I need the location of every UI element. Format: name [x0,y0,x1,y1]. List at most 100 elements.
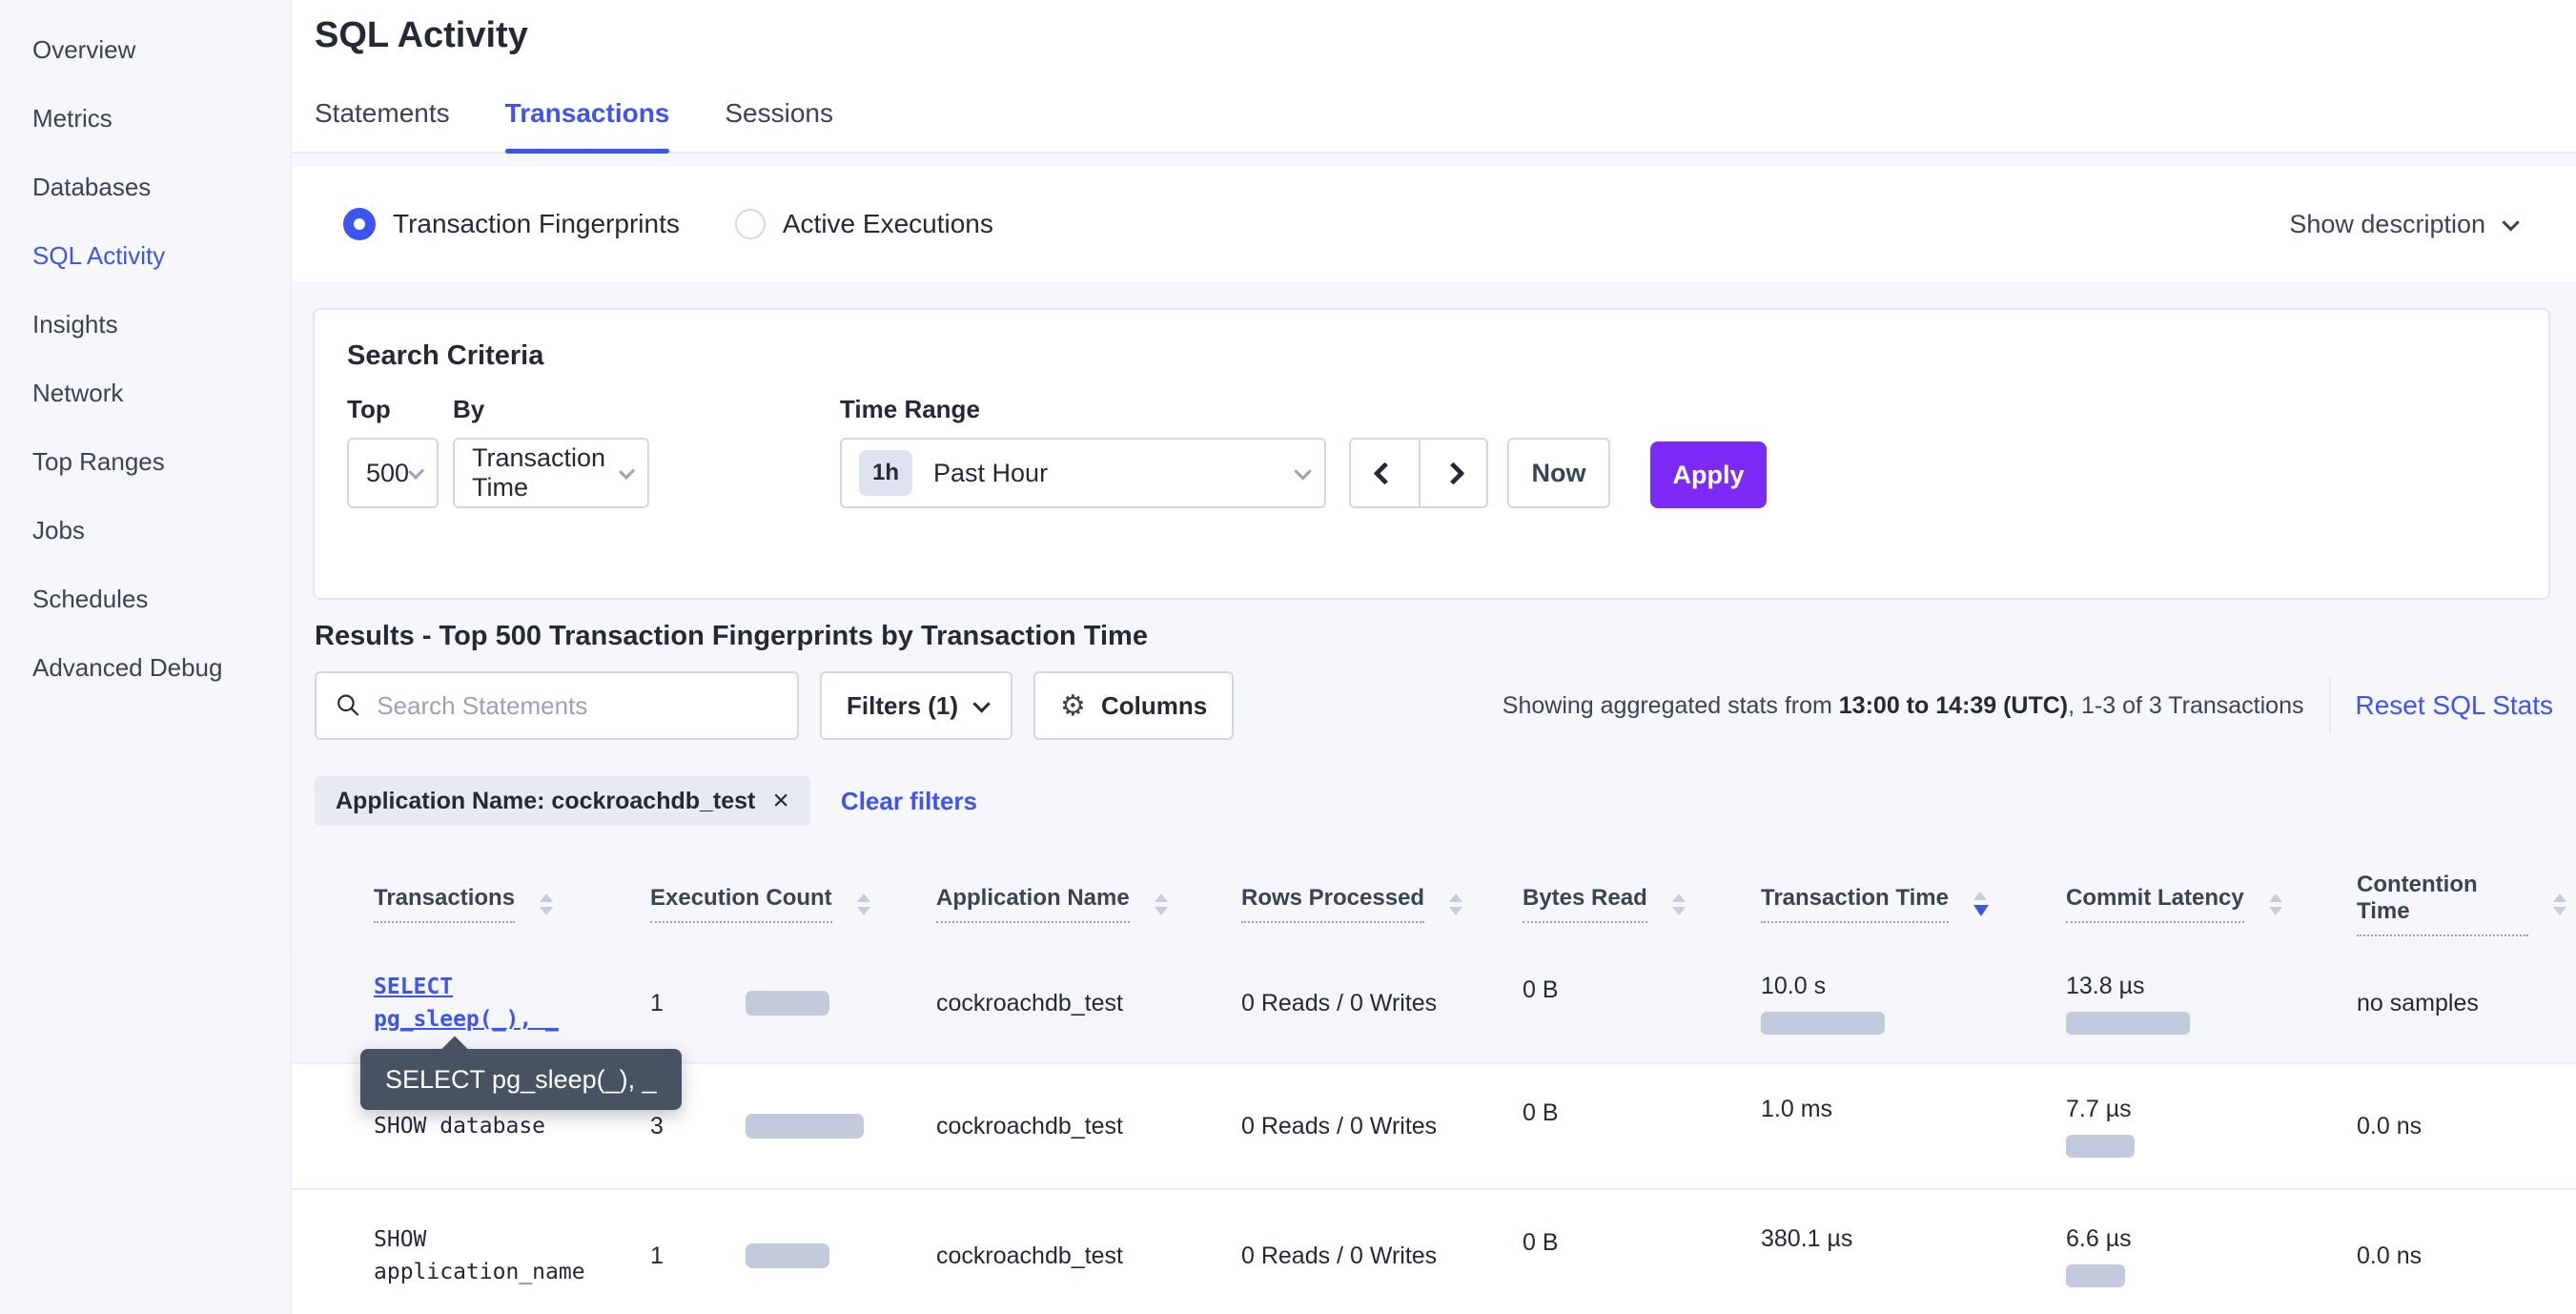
transaction-time-cell: 10.0 s [1761,973,2066,1035]
chevron-down-icon [619,462,636,480]
time-range-field: Time Range 1h Past Hour [840,395,1326,508]
sidebar: Overview Metrics Databases SQL Activity … [0,0,292,1314]
search-criteria-form: Top 500 By Transaction Time Time Range [347,395,2548,508]
now-button[interactable]: Now [1507,438,1610,508]
toolbar-right: Showing aggregated stats from 13:00 to 1… [1503,678,2553,733]
execution-count-value: 1 [650,1242,664,1269]
close-icon[interactable]: × [772,785,789,816]
column-header-contention-time: Contention Time [2357,872,2566,936]
sort-control[interactable] [2268,893,2282,915]
sidebar-item-advanced-debug[interactable]: Advanced Debug [32,653,223,682]
transactions-table: Transactions Execution Count Application… [292,872,2576,1314]
statement-tooltip: SELECT pg_sleep(_), _ [360,1049,682,1110]
tab-transactions[interactable]: Transactions [504,98,669,154]
clear-filters-link[interactable]: Clear filters [840,786,977,815]
sidebar-item-schedules[interactable]: Schedules [32,585,149,613]
apply-button[interactable]: Apply [1650,441,1767,508]
sidebar-item-overview[interactable]: Overview [32,35,136,64]
rows-processed-cell: 0 Reads / 0 Writes [1241,1112,1438,1139]
radio-active-executions[interactable]: Active Executions [734,209,993,239]
execution-count-bar [746,1114,864,1139]
bytes-read-cell: 0 B [1523,975,1559,1003]
time-pager [1349,438,1488,508]
table-row[interactable]: SELECT pg_sleep(_), _ 1 cockroachdb_test… [292,944,2576,1062]
view-toggle-band: Transaction Fingerprints Active Executio… [292,167,2576,281]
sidebar-item-metrics[interactable]: Metrics [32,104,112,133]
sort-control[interactable] [1154,893,1168,915]
results-toolbar: Filters (1) ⚙ Columns Showing aggregated… [315,671,2553,740]
column-header-label[interactable]: Rows Processed [1241,885,1425,923]
search-icon [337,694,359,716]
top-label: Top [347,395,391,423]
columns-button[interactable]: ⚙ Columns [1033,671,1235,740]
radio-transaction-fingerprints[interactable]: Transaction Fingerprints [343,208,680,240]
transaction-cell: SELECT pg_sleep(_), _ [374,971,650,1036]
search-criteria-card: Search Criteria Top 500 By Transaction T… [313,308,2550,600]
sort-control[interactable] [2553,893,2566,915]
column-header-label[interactable]: Execution Count [650,885,832,923]
transaction-cell: SHOW application_name [374,1223,650,1288]
column-header-execution-count: Execution Count [650,885,936,923]
bytes-read-cell: 0 B [1523,1098,1559,1126]
show-description-toggle[interactable]: Show description [2289,209,2520,239]
column-header-label[interactable]: Transactions [374,885,516,923]
column-header-label[interactable]: Contention Time [2357,872,2528,936]
tab-statements[interactable]: Statements [315,98,450,128]
filter-chip-label: Application Name: cockroachdb_test [336,787,756,814]
sort-control-active-desc[interactable] [1973,892,1989,916]
stats-prefix: Showing aggregated stats from [1502,691,1839,719]
transaction-fingerprint-text[interactable]: SHOW application_name [374,1227,585,1284]
sidebar-item-network[interactable]: Network [32,379,124,407]
transaction-fingerprint-text[interactable]: SHOW database [374,1114,546,1139]
sidebar-item-databases[interactable]: Databases [32,173,152,201]
sort-control[interactable] [540,893,554,915]
previous-time-button[interactable] [1351,440,1419,506]
column-header-application-name: Application Name [936,885,1241,923]
table-row[interactable]: SHOW application_name 1 cockroachdb_test… [292,1188,2576,1314]
column-header-label[interactable]: Commit Latency [2066,885,2244,923]
time-range-value: Past Hour [933,458,1049,487]
sidebar-item-insights[interactable]: Insights [32,310,118,339]
by-select[interactable]: Transaction Time [453,438,649,508]
top-select[interactable]: 500 [347,438,439,508]
column-header-rows-processed: Rows Processed [1241,885,1523,923]
columns-label: Columns [1100,690,1208,720]
sidebar-item-jobs[interactable]: Jobs [32,516,85,544]
chevron-down-icon [972,694,991,713]
sort-control[interactable] [856,893,870,915]
column-header-label[interactable]: Bytes Read [1523,885,1647,923]
column-header-label[interactable]: Transaction Time [1761,885,1949,923]
show-description-label: Show description [2289,209,2485,238]
filters-button[interactable]: Filters (1) [820,671,1013,740]
commit-latency-value: 7.7 µs [2066,1095,2132,1122]
sidebar-item-sql-activity[interactable]: SQL Activity [32,241,166,270]
transaction-fingerprint-link[interactable]: SELECT pg_sleep(_), _ [374,975,559,1032]
execution-count-cell: 1 [650,990,936,1017]
filter-chip-application-name[interactable]: Application Name: cockroachdb_test × [315,776,810,826]
chevron-down-icon [1294,462,1312,481]
sort-control[interactable] [1449,893,1463,915]
radio-unselected-icon [734,209,766,239]
sort-control[interactable] [1671,893,1686,915]
time-range-select[interactable]: 1h Past Hour [840,438,1326,508]
application-name-cell: cockroachdb_test [936,989,1123,1016]
tab-sessions[interactable]: Sessions [725,98,833,128]
rows-processed-cell: 0 Reads / 0 Writes [1241,989,1438,1016]
radio-label: Active Executions [782,209,993,238]
stats-suffix: , 1-3 of 3 Transactions [2068,691,2304,719]
table-row[interactable]: SHOW database 3 cockroachdb_test 0 Reads… [292,1062,2576,1188]
by-field: By Transaction Time [453,395,649,508]
contention-time-cell: 0.0 ns [2357,1112,2423,1139]
reset-sql-stats-link[interactable]: Reset SQL Stats [2355,690,2554,720]
next-time-button[interactable] [1419,440,1486,506]
commit-latency-cell: 6.6 µs [2066,1225,2357,1287]
search-input[interactable] [377,690,778,721]
column-header-label[interactable]: Application Name [936,885,1130,923]
tab-bar: Statements Transactions Sessions [315,98,2576,154]
page-title: SQL Activity [315,15,528,55]
gear-icon: ⚙ [1060,688,1086,723]
sidebar-item-top-ranges[interactable]: Top Ranges [32,447,165,476]
transaction-time-value: 380.1 µs [1761,1224,1853,1252]
contention-time-cell: no samples [2357,989,2479,1016]
stats-time-range: 13:00 to 14:39 (UTC) [1838,691,2069,719]
